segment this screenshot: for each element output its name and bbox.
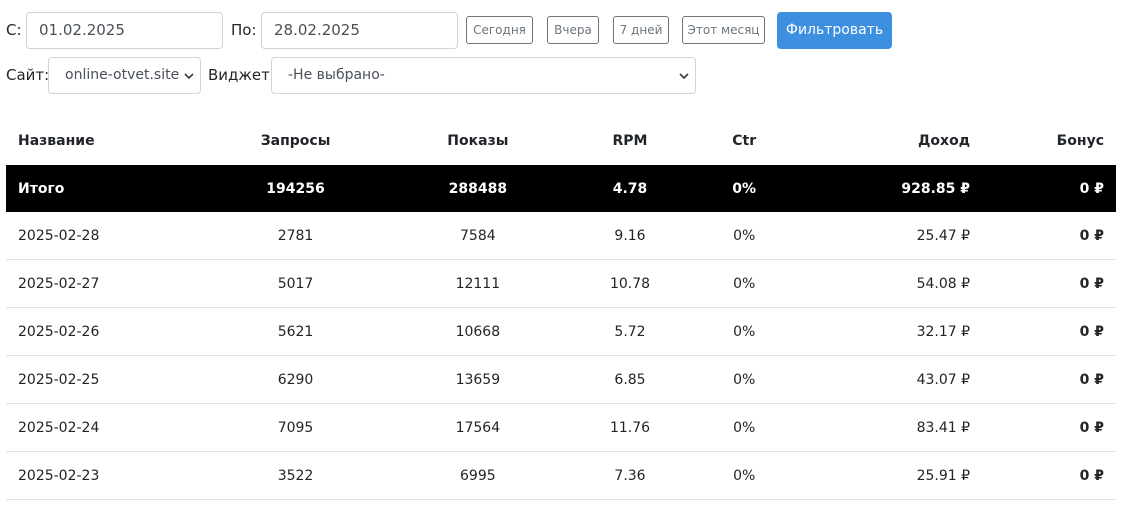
site-select-value: online-otvet.site bbox=[65, 67, 180, 83]
total-income: 928.85 ₽ bbox=[793, 165, 982, 212]
this-month-button[interactable]: Этот месяц bbox=[682, 16, 765, 44]
row-bonus: 0 ₽ bbox=[982, 212, 1116, 260]
widget-select[interactable]: -Не выбрано- bbox=[271, 57, 696, 94]
row-bonus: 0 ₽ bbox=[982, 307, 1116, 356]
from-date-input[interactable]: 01.02.2025 bbox=[26, 12, 223, 49]
row-rpm: 11.76 bbox=[564, 403, 696, 452]
row-ctr: 0% bbox=[695, 451, 793, 500]
header-name: Название bbox=[18, 133, 95, 149]
row-ctr: 0% bbox=[695, 259, 793, 308]
row-ctr: 0% bbox=[695, 212, 793, 260]
today-button[interactable]: Сегодня bbox=[466, 16, 533, 44]
header-bonus: Бонус bbox=[1056, 133, 1104, 149]
widget-select-value: -Не выбрано- bbox=[288, 67, 385, 83]
table-row: 2025-02-27 5017 12111 10.78 0% 54.08 ₽ 0… bbox=[6, 259, 1116, 308]
table-row: 2025-02-24 7095 17564 11.76 0% 83.41 ₽ 0… bbox=[6, 403, 1116, 452]
row-rpm: 9.16 bbox=[564, 212, 696, 260]
row-date: 2025-02-24 bbox=[6, 403, 200, 452]
site-label: Сайт: bbox=[6, 66, 50, 84]
header-requests: Запросы bbox=[260, 133, 331, 149]
row-income: 54.08 ₽ bbox=[793, 259, 982, 308]
table-header-row: Название Запросы Показы RPM Ctr Доход Бо… bbox=[6, 117, 1116, 165]
row-income: 25.91 ₽ bbox=[793, 451, 982, 500]
table-row: 2025-02-26 5621 10668 5.72 0% 32.17 ₽ 0 … bbox=[6, 307, 1116, 356]
row-income: 83.41 ₽ bbox=[793, 403, 982, 452]
row-requests: 3522 bbox=[200, 451, 392, 500]
stats-table: Название Запросы Показы RPM Ctr Доход Бо… bbox=[6, 117, 1116, 500]
total-ctr: 0% bbox=[695, 165, 793, 212]
total-row: Итого 194256 288488 4.78 0% 928.85 ₽ 0 ₽ bbox=[6, 165, 1116, 212]
chevron-down-icon bbox=[679, 73, 689, 80]
row-rpm: 5.72 bbox=[564, 307, 696, 356]
yesterday-button[interactable]: Вчера bbox=[547, 16, 599, 44]
row-requests: 7095 bbox=[200, 403, 392, 452]
header-impressions: Показы bbox=[447, 133, 509, 149]
total-rpm: 4.78 bbox=[564, 165, 696, 212]
row-ctr: 0% bbox=[695, 355, 793, 404]
row-date: 2025-02-27 bbox=[6, 259, 200, 308]
row-impressions: 6995 bbox=[391, 451, 565, 500]
row-date: 2025-02-23 bbox=[6, 451, 200, 500]
row-income: 43.07 ₽ bbox=[793, 355, 982, 404]
widget-label: Виджет: bbox=[208, 66, 275, 84]
site-filter-row: Сайт: online-otvet.site Виджет: -Не выбр… bbox=[6, 57, 1132, 94]
table-row: 2025-02-25 6290 13659 6.85 0% 43.07 ₽ 0 … bbox=[6, 355, 1116, 404]
site-select[interactable]: online-otvet.site bbox=[48, 57, 201, 94]
date-filter-row: С: 01.02.2025 По: 28.02.2025 Сегодня Вче… bbox=[6, 12, 1132, 49]
row-requests: 5621 bbox=[200, 307, 392, 356]
row-bonus: 0 ₽ bbox=[982, 451, 1116, 500]
from-label: С: bbox=[6, 21, 22, 39]
row-income: 32.17 ₽ bbox=[793, 307, 982, 356]
row-rpm: 6.85 bbox=[564, 355, 696, 404]
header-rpm: RPM bbox=[612, 133, 648, 149]
row-requests: 5017 bbox=[200, 259, 392, 308]
table-row: 2025-02-28 2781 7584 9.16 0% 25.47 ₽ 0 ₽ bbox=[6, 212, 1116, 260]
total-bonus: 0 ₽ bbox=[982, 165, 1116, 212]
row-impressions: 7584 bbox=[391, 212, 565, 260]
row-date: 2025-02-26 bbox=[6, 307, 200, 356]
row-date: 2025-02-25 bbox=[6, 355, 200, 404]
to-label: По: bbox=[231, 21, 257, 39]
header-ctr: Ctr bbox=[732, 133, 757, 149]
total-requests: 194256 bbox=[200, 165, 392, 212]
row-rpm: 7.36 bbox=[564, 451, 696, 500]
total-name: Итого bbox=[6, 165, 200, 212]
chevron-down-icon bbox=[184, 73, 194, 80]
row-ctr: 0% bbox=[695, 403, 793, 452]
row-impressions: 10668 bbox=[391, 307, 565, 356]
row-impressions: 13659 bbox=[391, 355, 565, 404]
row-requests: 2781 bbox=[200, 212, 392, 260]
row-requests: 6290 bbox=[200, 355, 392, 404]
row-rpm: 10.78 bbox=[564, 259, 696, 308]
seven-days-button[interactable]: 7 дней bbox=[613, 16, 669, 44]
header-income: Доход bbox=[917, 133, 970, 149]
row-ctr: 0% bbox=[695, 307, 793, 356]
row-impressions: 12111 bbox=[391, 259, 565, 308]
row-bonus: 0 ₽ bbox=[982, 355, 1116, 404]
row-bonus: 0 ₽ bbox=[982, 259, 1116, 308]
total-impressions: 288488 bbox=[391, 165, 565, 212]
row-impressions: 17564 bbox=[391, 403, 565, 452]
row-date: 2025-02-28 bbox=[6, 212, 200, 260]
table-row: 2025-02-23 3522 6995 7.36 0% 25.91 ₽ 0 ₽ bbox=[6, 451, 1116, 500]
to-date-input[interactable]: 28.02.2025 bbox=[261, 12, 458, 49]
row-income: 25.47 ₽ bbox=[793, 212, 982, 260]
filter-button[interactable]: Фильтровать bbox=[777, 12, 892, 49]
row-bonus: 0 ₽ bbox=[982, 403, 1116, 452]
